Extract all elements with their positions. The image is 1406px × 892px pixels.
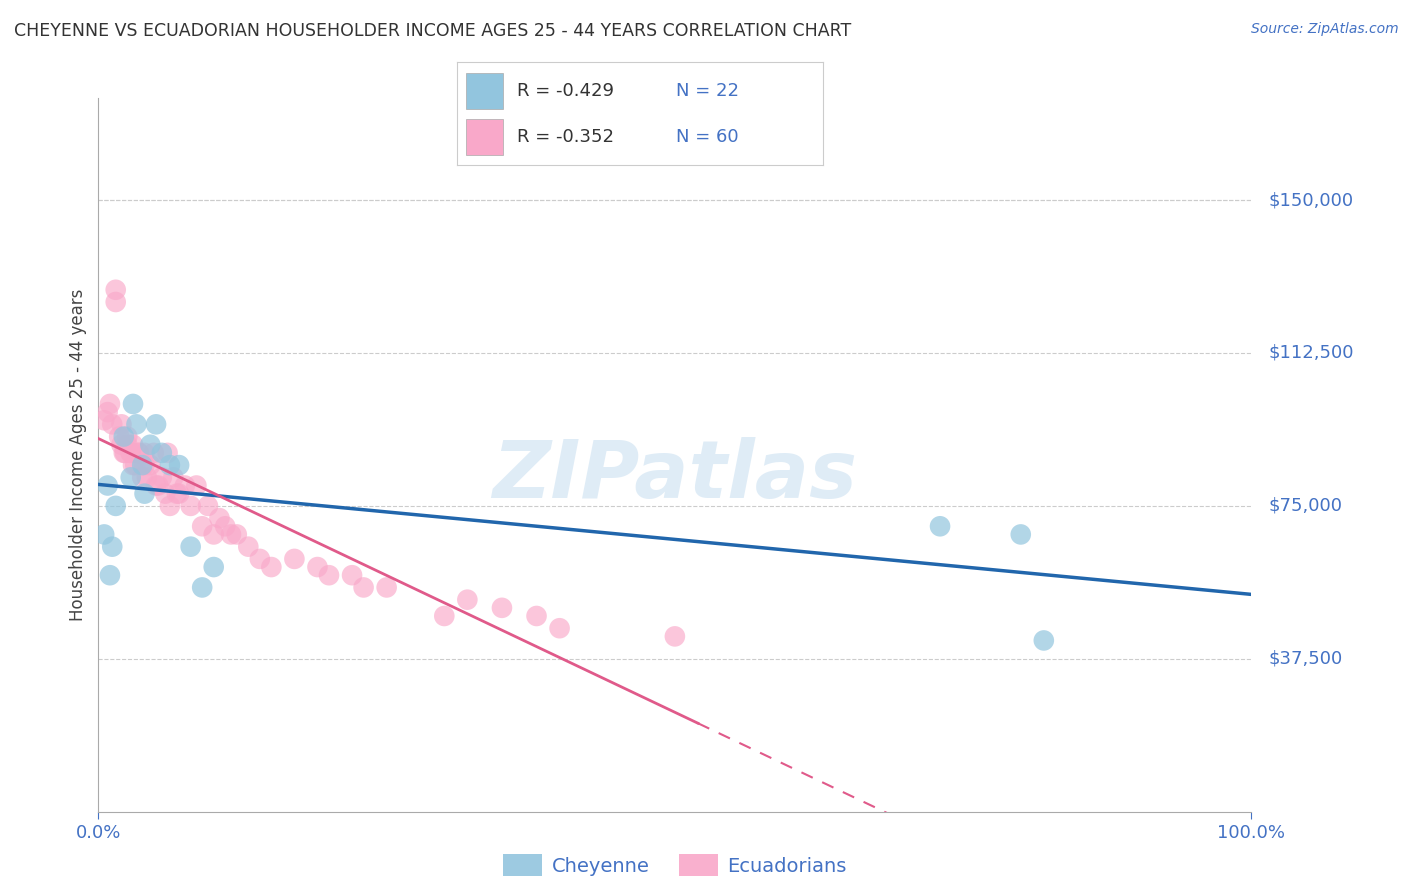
Point bbox=[128, 446, 150, 460]
Point bbox=[202, 527, 225, 541]
Text: N = 22: N = 22 bbox=[676, 82, 740, 100]
Point bbox=[110, 417, 132, 432]
Point bbox=[202, 560, 225, 574]
Point bbox=[93, 527, 115, 541]
Point bbox=[108, 429, 131, 443]
Point bbox=[208, 511, 231, 525]
Point bbox=[148, 478, 170, 492]
Point bbox=[375, 581, 398, 595]
Point bbox=[249, 552, 271, 566]
Point bbox=[150, 470, 173, 484]
Point bbox=[159, 499, 181, 513]
Point bbox=[139, 458, 162, 472]
Point bbox=[135, 470, 157, 484]
Point bbox=[101, 540, 124, 554]
Point bbox=[122, 397, 145, 411]
Point bbox=[214, 519, 236, 533]
Bar bbox=[467, 119, 503, 155]
Point bbox=[929, 519, 952, 533]
Text: $112,500: $112,500 bbox=[1268, 344, 1354, 362]
Point bbox=[131, 458, 153, 472]
Point bbox=[104, 295, 127, 310]
Point bbox=[120, 446, 142, 460]
Point bbox=[122, 438, 145, 452]
Point bbox=[340, 568, 363, 582]
Point bbox=[491, 600, 513, 615]
Point bbox=[97, 478, 120, 492]
Point bbox=[174, 478, 197, 492]
Point bbox=[98, 397, 121, 411]
Point bbox=[197, 499, 219, 513]
Point bbox=[162, 470, 184, 484]
Point bbox=[526, 609, 548, 624]
Text: $75,000: $75,000 bbox=[1268, 497, 1343, 515]
Point bbox=[120, 470, 142, 484]
Point bbox=[167, 486, 190, 500]
Point bbox=[145, 417, 167, 432]
Point bbox=[128, 446, 150, 460]
Point bbox=[145, 478, 167, 492]
Point bbox=[225, 527, 247, 541]
Text: N = 60: N = 60 bbox=[676, 128, 740, 145]
Point bbox=[125, 417, 148, 432]
Point bbox=[112, 446, 135, 460]
Text: ZIPatlas: ZIPatlas bbox=[492, 437, 858, 516]
Point bbox=[131, 470, 153, 484]
Text: R = -0.429: R = -0.429 bbox=[517, 82, 614, 100]
Point bbox=[120, 446, 142, 460]
Point bbox=[353, 581, 375, 595]
Bar bbox=[467, 73, 503, 109]
Point bbox=[260, 560, 283, 574]
Point bbox=[117, 438, 139, 452]
Point bbox=[134, 446, 156, 460]
Point bbox=[110, 438, 132, 452]
Point bbox=[142, 446, 165, 460]
Point bbox=[191, 519, 214, 533]
Y-axis label: Householder Income Ages 25 - 44 years: Householder Income Ages 25 - 44 years bbox=[69, 289, 87, 621]
Point bbox=[180, 540, 202, 554]
Point bbox=[159, 458, 181, 472]
Point bbox=[98, 568, 121, 582]
Point bbox=[548, 621, 571, 635]
Point bbox=[134, 486, 156, 500]
Text: CHEYENNE VS ECUADORIAN HOUSEHOLDER INCOME AGES 25 - 44 YEARS CORRELATION CHART: CHEYENNE VS ECUADORIAN HOUSEHOLDER INCOM… bbox=[14, 22, 851, 40]
Point bbox=[191, 581, 214, 595]
Point bbox=[186, 478, 208, 492]
Point bbox=[238, 540, 260, 554]
Point bbox=[134, 458, 156, 472]
Point bbox=[664, 629, 686, 643]
Point bbox=[93, 413, 115, 427]
Point bbox=[124, 458, 146, 472]
Point bbox=[219, 527, 242, 541]
Point bbox=[139, 438, 162, 452]
Point bbox=[155, 486, 177, 500]
Point bbox=[166, 486, 188, 500]
Point bbox=[180, 499, 202, 513]
Point bbox=[150, 446, 173, 460]
Point bbox=[283, 552, 305, 566]
Point bbox=[318, 568, 340, 582]
Point bbox=[114, 446, 136, 460]
Text: Source: ZipAtlas.com: Source: ZipAtlas.com bbox=[1251, 22, 1399, 37]
Point bbox=[117, 429, 139, 443]
Text: $37,500: $37,500 bbox=[1268, 649, 1343, 668]
Text: R = -0.352: R = -0.352 bbox=[517, 128, 614, 145]
Point bbox=[112, 429, 135, 443]
Point bbox=[167, 458, 190, 472]
Point bbox=[433, 609, 456, 624]
Legend: Cheyenne, Ecuadorians: Cheyenne, Ecuadorians bbox=[495, 846, 855, 884]
Point bbox=[456, 592, 478, 607]
Point bbox=[97, 405, 120, 419]
Point bbox=[104, 283, 127, 297]
Point bbox=[122, 458, 145, 472]
Point bbox=[1010, 527, 1032, 541]
Point bbox=[156, 446, 179, 460]
Point bbox=[1032, 633, 1054, 648]
Point bbox=[101, 417, 124, 432]
Point bbox=[307, 560, 329, 574]
Point bbox=[104, 499, 127, 513]
Text: $150,000: $150,000 bbox=[1268, 191, 1354, 209]
